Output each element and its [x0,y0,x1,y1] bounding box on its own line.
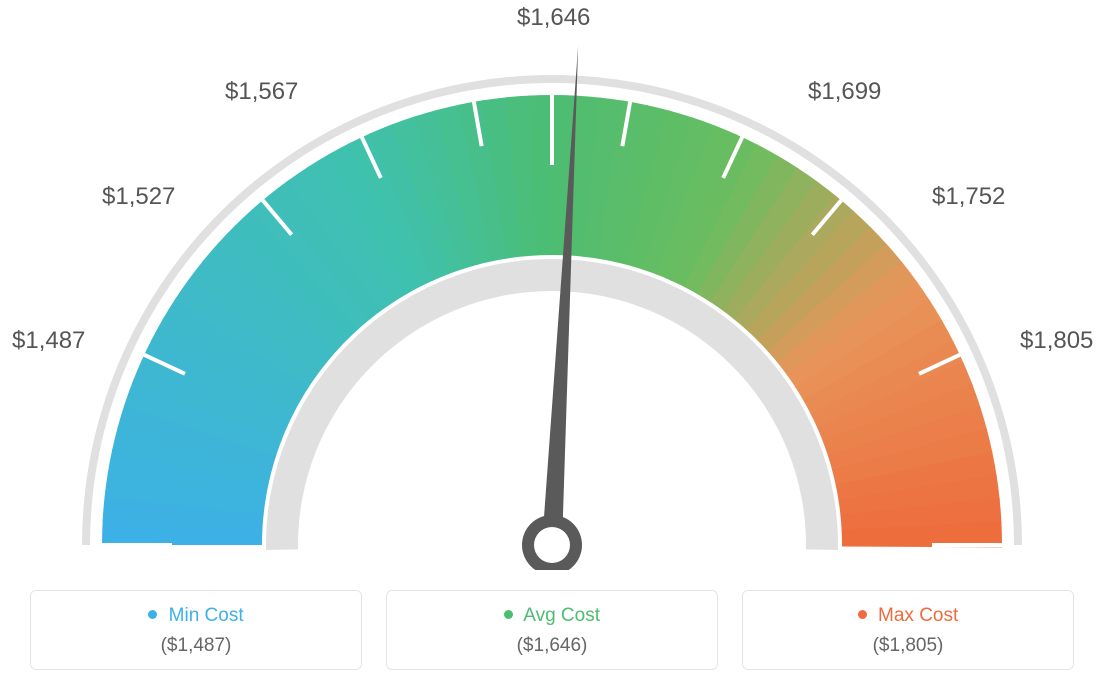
gauge-tick-label: $1,699 [808,78,881,106]
gauge-tick-label: $1,487 [12,327,85,355]
min-cost-label: Min Cost [169,605,244,626]
max-cost-label: Max Cost [878,605,958,626]
gauge-svg [0,0,1104,570]
min-cost-label-row: Min Cost [47,605,345,627]
max-cost-label-row: Max Cost [759,605,1057,627]
gauge-tick-label: $1,527 [102,183,175,211]
min-cost-card: Min Cost ($1,487) [30,590,362,670]
min-dot-icon [148,610,157,619]
min-cost-value: ($1,487) [47,635,345,657]
max-dot-icon [858,610,867,619]
gauge-tick-label: $1,646 [517,4,590,32]
max-cost-card: Max Cost ($1,805) [742,590,1074,670]
avg-cost-label-row: Avg Cost [403,605,701,627]
avg-cost-value: ($1,646) [403,635,701,657]
avg-dot-icon [504,610,513,619]
gauge-area: $1,487 $1,527 $1,567 $1,646 $1,699 $1,752 $1,8… [0,0,1104,570]
avg-cost-card: Avg Cost ($1,646) [386,590,718,670]
summary-cards: Min Cost ($1,487) Avg Cost ($1,646) Max … [30,590,1074,670]
cost-gauge-widget: $1,487 $1,527 $1,567 $1,646 $1,699 $1,752 $1,8… [0,0,1104,690]
gauge-tick-label: $1,567 [225,78,298,106]
gauge-tick-label: $1,752 [932,183,1005,211]
gauge-tick-label: $1,805 [1020,327,1093,355]
max-cost-value: ($1,805) [759,635,1057,657]
avg-cost-label: Avg Cost [523,605,600,626]
